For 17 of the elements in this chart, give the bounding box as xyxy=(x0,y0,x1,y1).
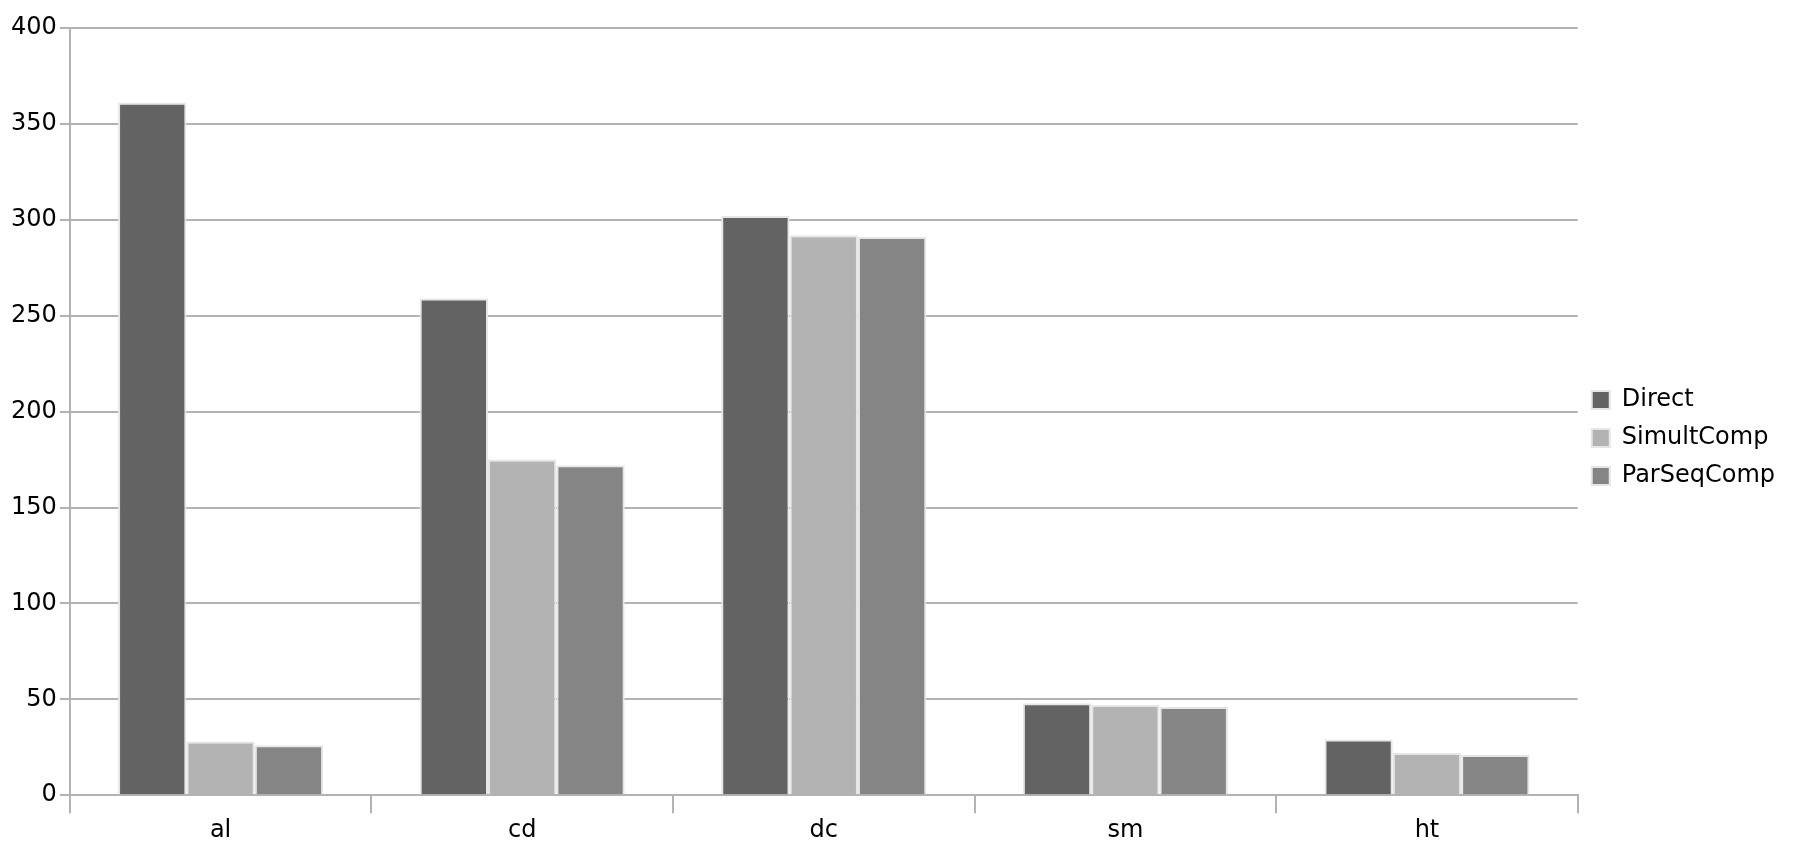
y-tick-label: 200 xyxy=(11,395,57,424)
y-tick-label: 150 xyxy=(11,491,57,520)
y-tick-label: 300 xyxy=(11,204,57,233)
y-tick-label: 350 xyxy=(11,108,57,137)
x-tick-label: al xyxy=(209,814,232,843)
y-tick-label: 100 xyxy=(11,587,57,616)
y-tick-label: 250 xyxy=(11,299,57,328)
x-tick-label: dc xyxy=(809,814,838,843)
y-tick-label: 400 xyxy=(11,12,57,41)
legend-label: ParSeqComp xyxy=(1621,460,1776,489)
legend-label: Direct xyxy=(1621,384,1694,413)
legend-label: SimultComp xyxy=(1621,422,1769,451)
x-tick-label: sm xyxy=(1107,814,1144,843)
y-tick-label: 50 xyxy=(26,683,57,712)
y-tick-label: 0 xyxy=(41,779,57,808)
x-tick-label: ht xyxy=(1414,814,1440,843)
x-tick-label: cd xyxy=(507,814,537,843)
